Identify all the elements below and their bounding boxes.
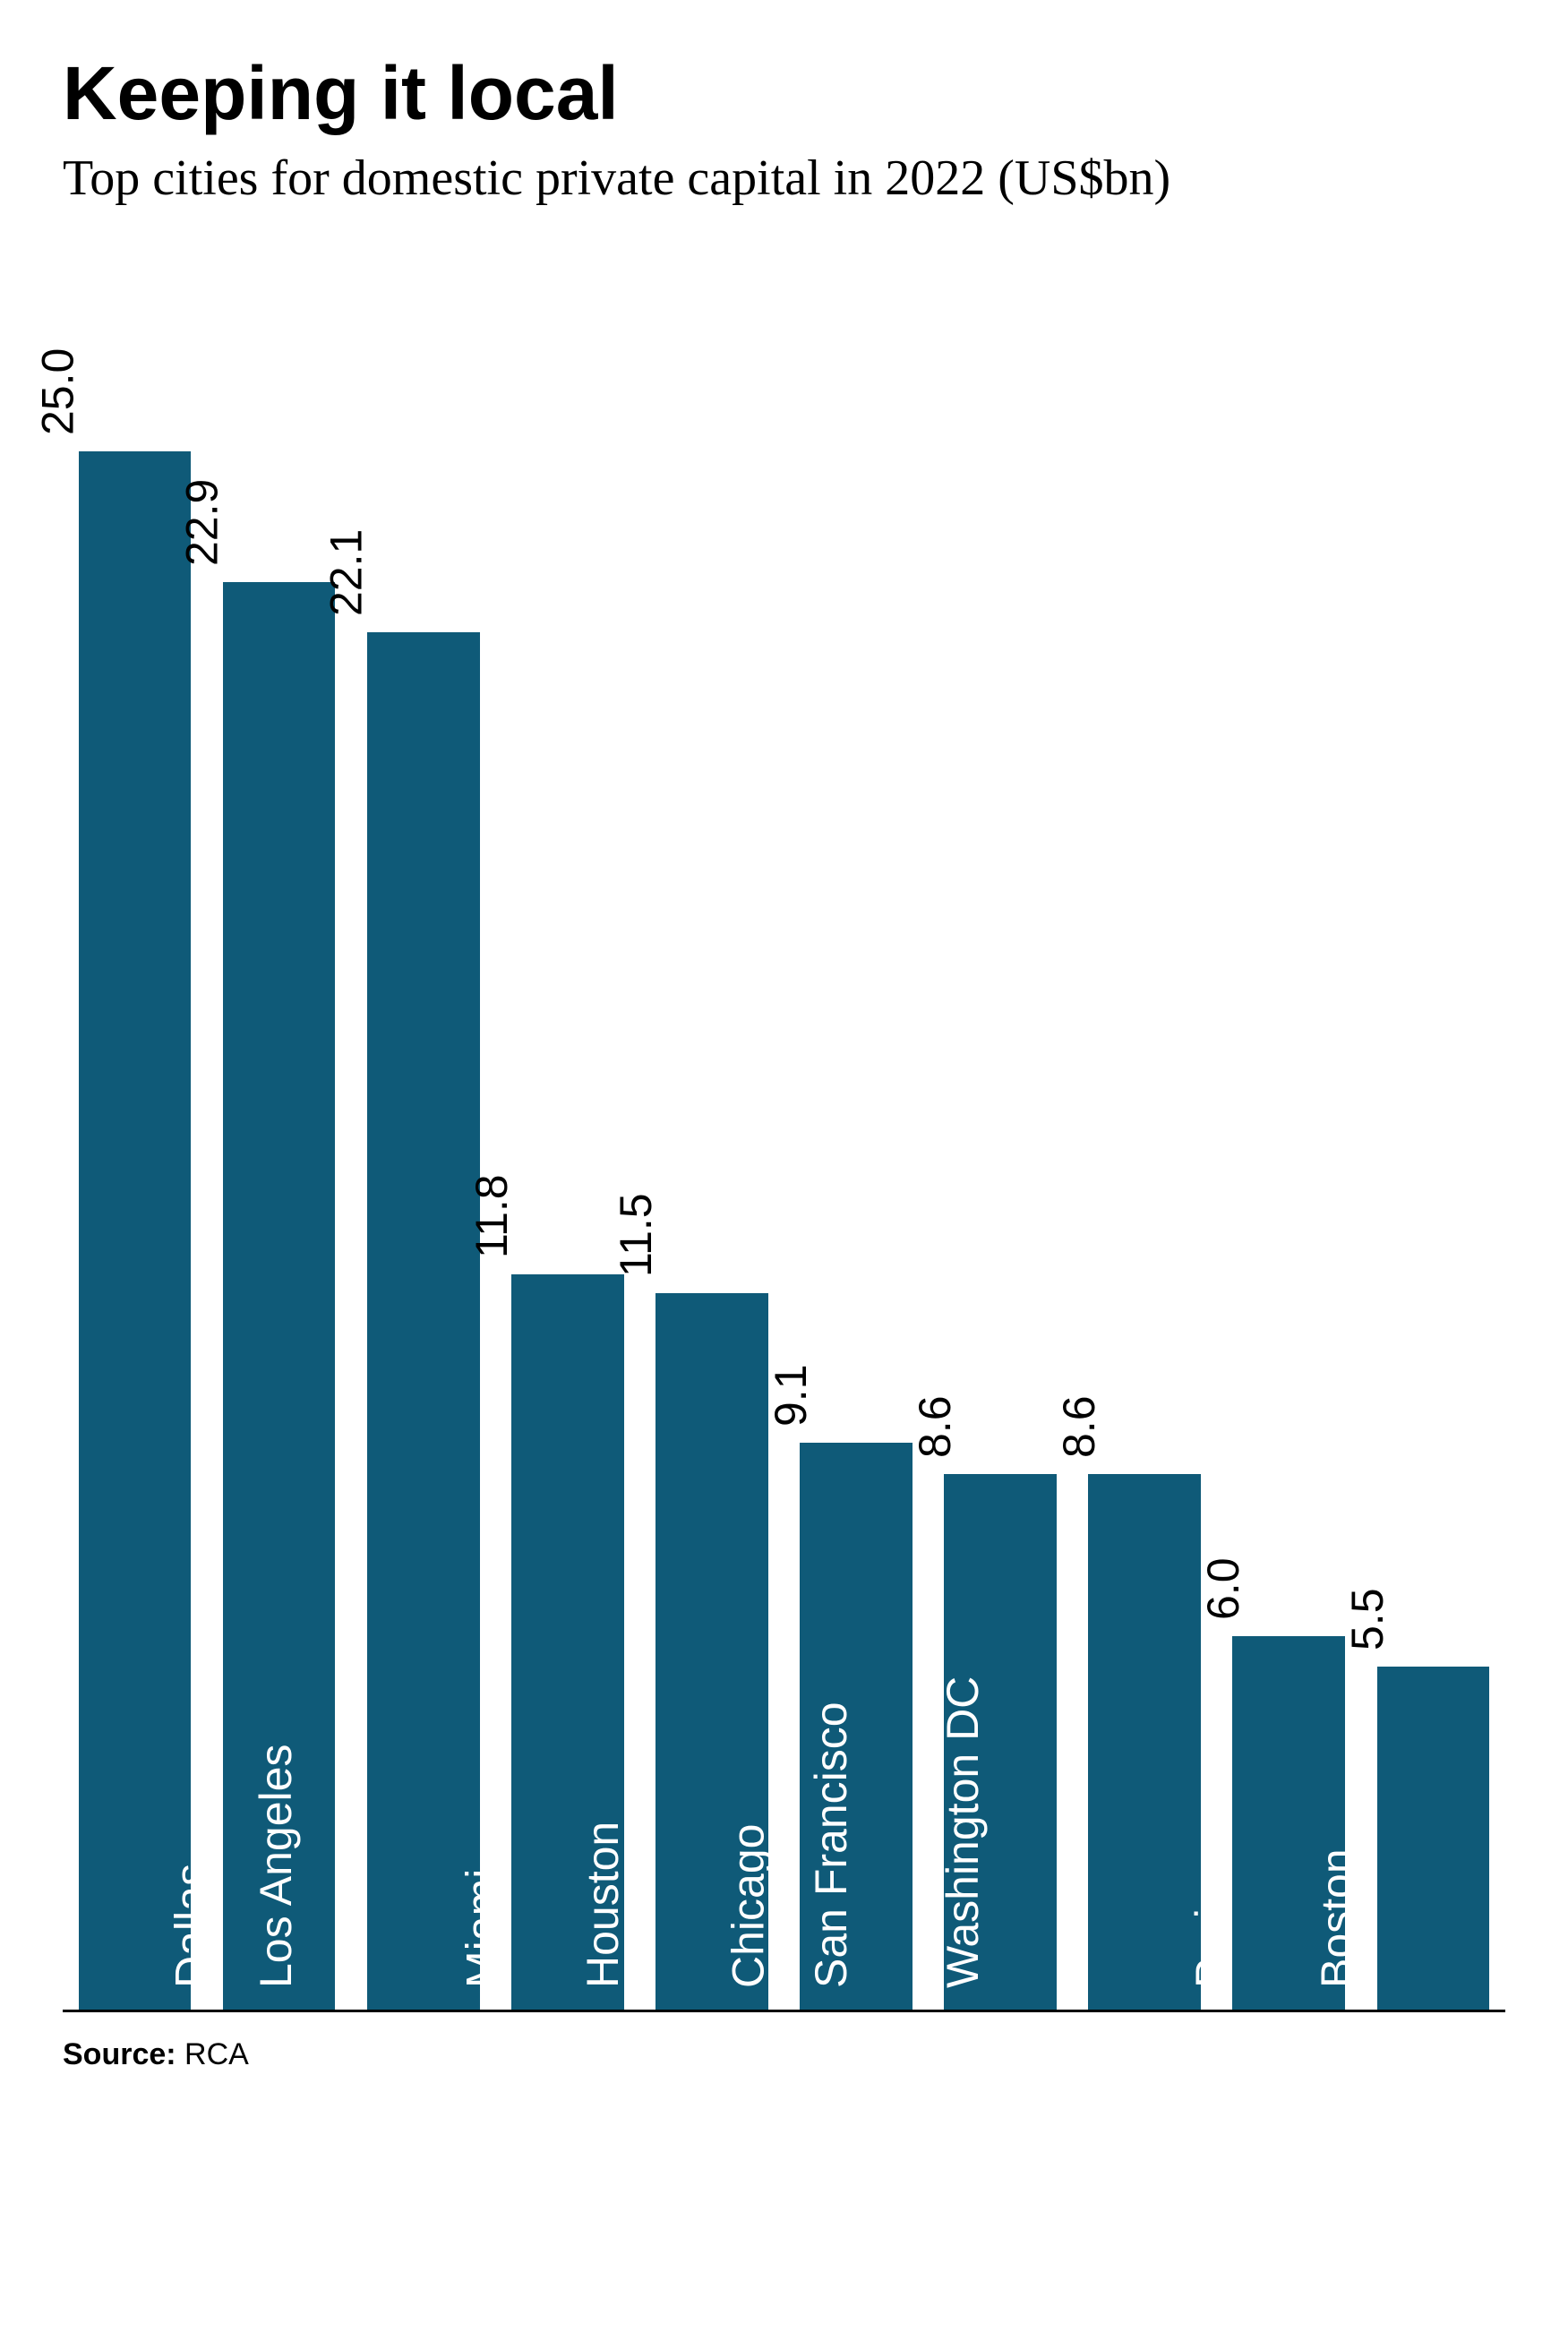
bar-slot: 5.5Boston	[1361, 254, 1505, 2010]
category-label: San Francisco	[805, 1702, 857, 1989]
value-label: 11.5	[610, 1193, 662, 1293]
category-label: Paris	[1186, 1886, 1238, 1988]
value-label: 6.0	[1198, 1557, 1250, 1636]
category-label: Chicago	[722, 1824, 774, 1988]
bar-slot: 6.0Paris	[1217, 254, 1361, 2010]
value-label: 22.9	[176, 479, 227, 582]
category-label: Houston	[577, 1822, 629, 1988]
bar-chart: 25.0New York22.9Dallas22.1Los Angeles11.…	[63, 254, 1505, 2012]
bar-slot: 22.1Los Angeles	[351, 254, 495, 2010]
category-label: Boston	[1312, 1849, 1364, 1989]
bar-slot: 11.8Miami	[495, 254, 639, 2010]
category-label: New York	[0, 1799, 40, 1988]
category-label: Miami	[456, 1869, 508, 1988]
category-label: Washington DC	[937, 1676, 989, 1988]
bar: 5.5Boston	[1377, 1667, 1490, 2010]
value-label: 8.6	[909, 1395, 961, 1474]
value-label: 22.1	[320, 529, 372, 632]
source-line: Source: RCA	[63, 2037, 1505, 2072]
value-label: 8.6	[1053, 1395, 1105, 1474]
source-value: RCA	[184, 2037, 249, 2071]
value-label: 5.5	[1342, 1589, 1394, 1667]
bar-slot: 11.5Houston	[639, 254, 784, 2010]
chart-title: Keeping it local	[63, 54, 1505, 133]
value-label: 25.0	[31, 348, 83, 451]
bar: 22.1Los Angeles	[367, 632, 480, 2010]
bar: 8.6Washington DC	[1088, 1474, 1201, 2010]
bars-container: 25.0New York22.9Dallas22.1Los Angeles11.…	[63, 254, 1505, 2010]
plot-area: 25.0New York22.9Dallas22.1Los Angeles11.…	[63, 254, 1505, 2012]
category-label: Los Angeles	[250, 1745, 302, 1988]
chart-subtitle: Top cities for domestic private capital …	[63, 147, 1505, 210]
bar: 25.0New York	[79, 451, 192, 2010]
value-label: 11.8	[466, 1174, 518, 1274]
chart-page: Keeping it local Top cities for domestic…	[0, 0, 1568, 2126]
category-label: Dallas	[165, 1864, 217, 1988]
value-label: 9.1	[765, 1364, 817, 1443]
bar-slot: 8.6Washington DC	[1073, 254, 1217, 2010]
source-label: Source:	[63, 2037, 176, 2071]
